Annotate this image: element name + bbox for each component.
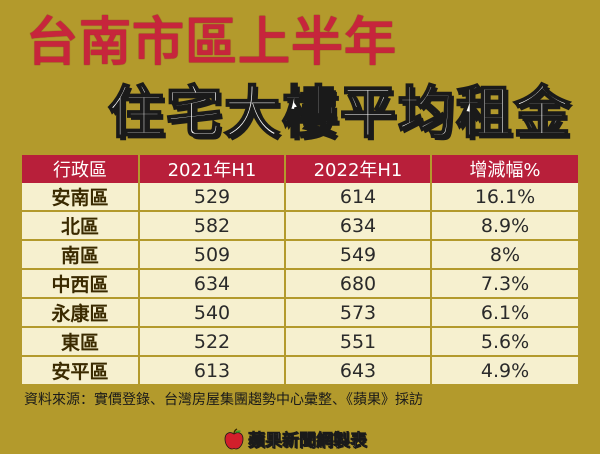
rent-2022-cell: 680 [286,268,432,297]
district-cell: 北區 [22,210,140,239]
rent-2022-cell: 551 [286,326,432,355]
column-header: 增減幅% [432,155,578,183]
district-cell: 永康區 [22,297,140,326]
column-header: 行政區 [22,155,140,183]
source-note: 資料來源：實價登錄、台灣房屋集團趨勢中心彙整、《蘋果》採訪 [24,392,423,408]
district-cell: 安平區 [22,355,140,384]
change-cell: 7.3% [432,268,578,297]
table-row: 南區 509 549 8% [22,239,578,268]
rent-2021-cell: 529 [140,183,286,210]
district-cell: 安南區 [22,183,140,210]
change-cell: 5.6% [432,326,578,355]
rent-2022-cell: 643 [286,355,432,384]
change-cell: 4.9% [432,355,578,384]
chart-title-line1: 台南市區上半年 [26,13,398,73]
rent-2022-cell: 614 [286,183,432,210]
rent-2022-cell: 549 [286,239,432,268]
chart-title-line2: 住宅大樓平均租金 [107,81,572,147]
change-cell: 8% [432,239,578,268]
district-cell: 中西區 [22,268,140,297]
district-cell: 東區 [22,326,140,355]
table-row: 安平區 613 643 4.9% [22,355,578,384]
publisher-logo: 蘋果新聞網製表 [224,426,367,451]
rent-2022-cell: 634 [286,210,432,239]
rent-table: 行政區 2021年H1 2022年H1 增減幅% 安南區 529 614 16.… [22,155,578,384]
table-row: 安南區 529 614 16.1% [22,183,578,210]
rent-2021-cell: 634 [140,268,286,297]
table-row: 東區 522 551 5.6% [22,326,578,355]
table-header-row: 行政區 2021年H1 2022年H1 增減幅% [22,155,578,183]
apple-icon [224,427,244,449]
change-cell: 8.9% [432,210,578,239]
column-header: 2021年H1 [140,155,286,183]
rent-2021-cell: 509 [140,239,286,268]
logo-text: 蘋果新聞網製表 [248,431,368,452]
change-cell: 16.1% [432,183,578,210]
column-header: 2022年H1 [286,155,432,183]
rent-2021-cell: 540 [140,297,286,326]
table-row: 中西區 634 680 7.3% [22,268,578,297]
change-cell: 6.1% [432,297,578,326]
district-cell: 南區 [22,239,140,268]
rent-2021-cell: 582 [140,210,286,239]
rent-2021-cell: 522 [140,326,286,355]
rent-2022-cell: 573 [286,297,432,326]
table-row: 北區 582 634 8.9% [22,210,578,239]
table-row: 永康區 540 573 6.1% [22,297,578,326]
rent-2021-cell: 613 [140,355,286,384]
